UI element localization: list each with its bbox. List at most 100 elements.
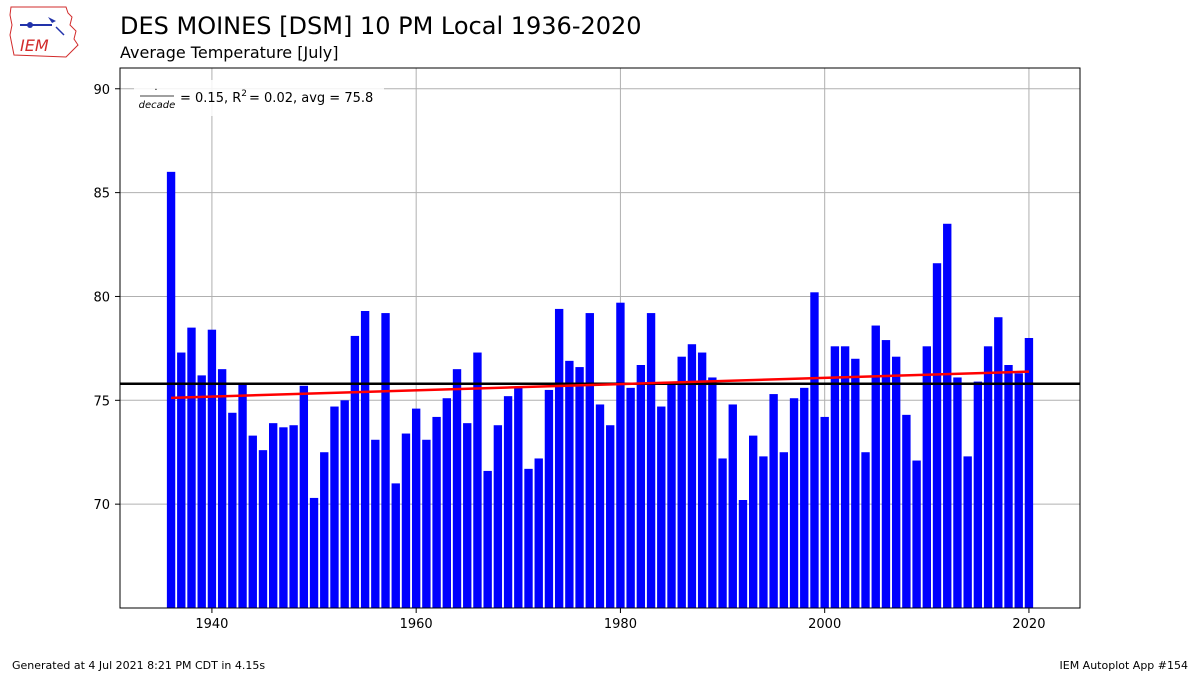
legend-text-eq: = 0.15, R2 = 0.02, avg = 75.8 bbox=[180, 89, 373, 106]
bar bbox=[616, 302, 625, 608]
bar bbox=[606, 425, 615, 608]
bar bbox=[534, 458, 543, 608]
bar bbox=[473, 352, 482, 608]
bar bbox=[330, 406, 339, 608]
bar bbox=[575, 367, 584, 608]
bar bbox=[983, 346, 993, 608]
overlay-lines bbox=[120, 370, 1080, 400]
bar bbox=[493, 425, 503, 608]
bar bbox=[411, 408, 421, 608]
bar bbox=[442, 398, 451, 608]
bar bbox=[309, 497, 319, 608]
bar bbox=[963, 456, 972, 608]
y-tick-label: 85 bbox=[93, 187, 110, 202]
footer-app: IEM Autoplot App #154 bbox=[1059, 659, 1189, 672]
page-subtitle: Average Temperature [July] bbox=[120, 43, 339, 62]
y-tick-label: 80 bbox=[93, 290, 110, 305]
bar-series bbox=[166, 171, 1034, 608]
bar bbox=[360, 311, 370, 608]
bar bbox=[371, 439, 380, 608]
bar bbox=[258, 450, 268, 608]
plot-frame bbox=[119, 67, 1081, 609]
bar bbox=[1024, 338, 1034, 608]
bar bbox=[544, 389, 554, 608]
bar bbox=[891, 356, 901, 608]
bar bbox=[922, 346, 931, 608]
bar bbox=[514, 387, 523, 608]
legend-fraction-denominator: decade bbox=[139, 100, 176, 111]
bar bbox=[871, 325, 880, 608]
y-tick-label: 75 bbox=[93, 394, 110, 409]
bar bbox=[391, 483, 400, 608]
bar bbox=[769, 394, 778, 608]
bar bbox=[503, 396, 513, 608]
x-tick-label: 1940 bbox=[195, 617, 228, 632]
bar bbox=[524, 468, 533, 608]
bar bbox=[749, 435, 758, 608]
bar bbox=[994, 317, 1003, 608]
bar bbox=[789, 398, 799, 608]
logo-text: IEM bbox=[20, 36, 49, 55]
bar bbox=[953, 377, 962, 608]
bar bbox=[217, 369, 227, 608]
bar bbox=[973, 381, 983, 608]
bar bbox=[177, 352, 186, 608]
bar bbox=[810, 292, 819, 608]
bar bbox=[902, 414, 911, 608]
bar bbox=[1004, 365, 1013, 608]
bar bbox=[269, 423, 278, 608]
bar bbox=[432, 416, 441, 608]
bar bbox=[340, 400, 349, 608]
bar bbox=[646, 313, 656, 608]
bar bbox=[207, 329, 217, 608]
legend-r2-sup: 2 bbox=[241, 89, 247, 99]
bar bbox=[636, 365, 646, 608]
bar bbox=[840, 346, 850, 608]
bar bbox=[463, 423, 472, 608]
legend-rest: = 0.02, avg = 75.8 bbox=[249, 91, 373, 106]
page-title: DES MOINES [DSM] 10 PM Local 1936-2020 bbox=[120, 12, 642, 40]
bar bbox=[881, 340, 891, 608]
bar bbox=[932, 263, 942, 608]
bar bbox=[554, 308, 564, 608]
bar bbox=[320, 452, 329, 608]
iem-logo: IEM bbox=[9, 6, 79, 58]
bar bbox=[401, 433, 411, 608]
bar bbox=[943, 223, 952, 608]
bar bbox=[800, 387, 809, 608]
bar bbox=[1014, 373, 1023, 608]
bar bbox=[677, 356, 686, 608]
bar bbox=[697, 352, 707, 608]
bar bbox=[483, 470, 492, 608]
bar bbox=[595, 404, 605, 608]
legend: · decade = 0.15, R2 = 0.02, avg = 75.8 bbox=[134, 80, 384, 116]
bar bbox=[667, 381, 676, 608]
bar bbox=[830, 346, 840, 608]
bar bbox=[708, 377, 717, 608]
bar bbox=[452, 369, 462, 608]
bar bbox=[228, 412, 237, 608]
trend-line bbox=[171, 370, 1029, 400]
y-tick-label: 70 bbox=[93, 498, 110, 513]
bar bbox=[197, 375, 206, 608]
bar bbox=[759, 456, 768, 608]
legend-slope: = 0.15, R bbox=[180, 91, 241, 106]
x-tick-label: 1980 bbox=[604, 617, 637, 632]
bar bbox=[820, 416, 829, 608]
bar bbox=[718, 458, 727, 608]
bar bbox=[626, 387, 635, 608]
bar bbox=[851, 358, 860, 608]
bar bbox=[166, 171, 176, 608]
bar bbox=[738, 500, 748, 608]
bar bbox=[381, 313, 390, 608]
bar bbox=[565, 360, 574, 608]
bar bbox=[187, 327, 196, 608]
bar bbox=[728, 404, 737, 608]
bar bbox=[912, 460, 921, 608]
bar bbox=[238, 383, 247, 608]
bar bbox=[279, 427, 288, 608]
bar bbox=[687, 344, 697, 608]
legend-fraction-numerator: · bbox=[154, 85, 157, 96]
bar bbox=[299, 385, 309, 608]
